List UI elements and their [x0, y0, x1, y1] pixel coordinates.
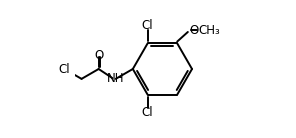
Text: Cl: Cl: [59, 63, 70, 75]
Text: CH₃: CH₃: [199, 24, 220, 37]
Text: Cl: Cl: [142, 19, 153, 32]
Text: O: O: [94, 49, 103, 62]
Text: O: O: [189, 24, 199, 37]
Text: Cl: Cl: [142, 106, 153, 119]
Text: NH: NH: [107, 72, 125, 85]
